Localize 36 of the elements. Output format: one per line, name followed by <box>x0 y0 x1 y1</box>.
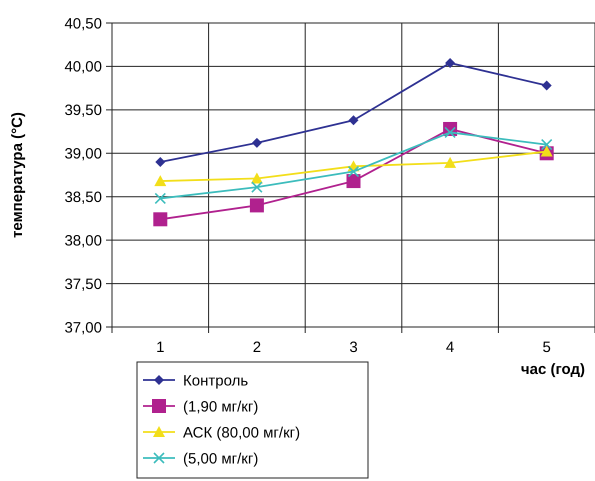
point <box>154 175 166 186</box>
point <box>348 115 358 126</box>
y-tick-label: 38,00 <box>64 232 102 250</box>
point <box>444 156 456 168</box>
legend-label: (1,90 мг/кг) <box>183 398 258 416</box>
y-axis-title: температура (°C) <box>9 112 26 238</box>
legend-label: (5,00 мг/кг) <box>183 450 258 468</box>
point <box>252 138 262 148</box>
y-tick-label: 37,50 <box>64 276 102 293</box>
point <box>540 138 552 150</box>
point <box>348 166 360 178</box>
y-tick-label: 40,50 <box>64 15 102 32</box>
point <box>154 192 166 204</box>
point <box>444 126 456 138</box>
y-tick-label: 40,00 <box>64 58 102 76</box>
point <box>153 212 168 226</box>
x-tick-label: 1 <box>156 339 164 356</box>
x-tick-label: 2 <box>252 339 262 356</box>
legend-label: Контроль <box>183 372 248 390</box>
y-tick-label: 37,00 <box>64 319 102 336</box>
y-tick-label: 39,00 <box>64 146 102 163</box>
point <box>346 174 360 188</box>
x-axis-title: час (год) <box>520 361 585 378</box>
legend-label: АСК (80,00 мг/кг) <box>183 424 300 442</box>
point <box>251 181 263 193</box>
point <box>542 80 552 91</box>
point <box>445 58 456 68</box>
x-tick-label: 5 <box>542 339 551 356</box>
y-tick-label: 39,50 <box>64 102 102 120</box>
y-tick-label: 38,50 <box>64 188 102 206</box>
point <box>540 146 553 157</box>
point <box>250 172 263 184</box>
point <box>155 156 166 167</box>
x-tick-label: 4 <box>446 339 454 356</box>
point <box>250 198 264 212</box>
x-tick-label: 3 <box>349 339 358 356</box>
